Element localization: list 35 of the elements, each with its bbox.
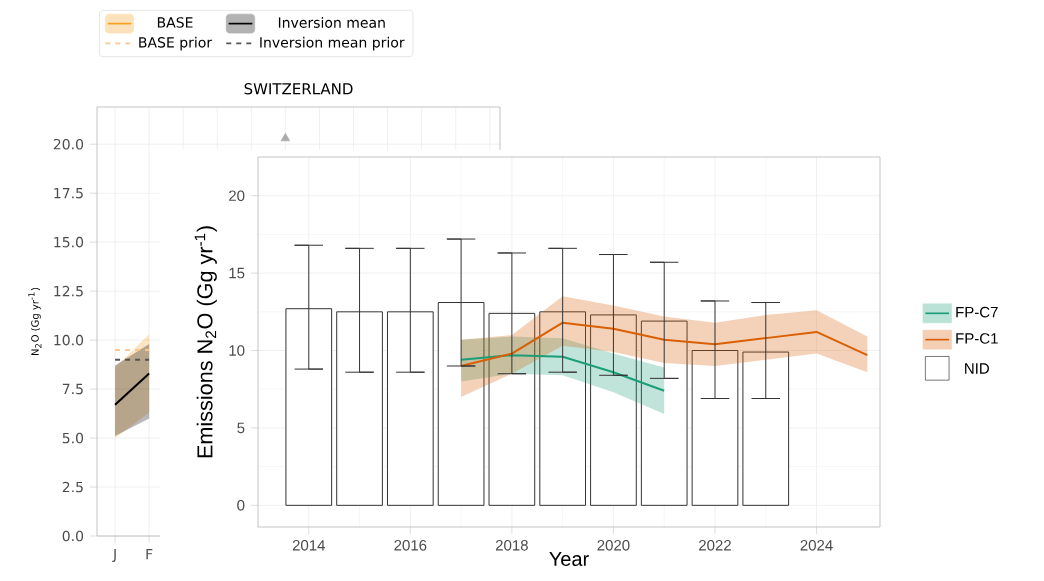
y-tick-label: 5: [237, 422, 245, 434]
x-tick-label: 2018: [495, 539, 528, 551]
x-axis-title: Year: [549, 552, 589, 567]
x-tick-label: 2016: [394, 539, 427, 551]
y-axis-title: Emissions N$_{2}$O (Gg yr$^{-1}$): [194, 226, 217, 458]
y-tick-label: 20.0: [53, 138, 84, 150]
legend-label: BASE: [157, 17, 193, 28]
legend-label: FP-C1: [956, 333, 998, 344]
line-series: [460, 354, 666, 392]
x-tick-label: 2024: [800, 539, 833, 551]
legend-label: BASE prior: [139, 36, 213, 51]
y-tick-label: 5.0: [62, 432, 84, 444]
x-tick-label: J: [112, 548, 116, 563]
y-tick-label: 10.0: [54, 334, 84, 346]
y-tick-label: 0.0: [62, 530, 84, 542]
x-tick-label: F: [146, 548, 153, 560]
line-series: [460, 321, 869, 367]
y-tick-label: 12.5: [54, 285, 83, 297]
y-tick-label: 17.5: [54, 187, 83, 199]
x-tick-label: 2020: [597, 539, 630, 551]
y-tick-label: 7.5: [62, 383, 83, 395]
y-tick-label: 15: [229, 267, 245, 279]
y-tick-label: 20: [229, 190, 245, 202]
x-tick-label: 2022: [699, 539, 731, 551]
legend-label: Inversion mean prior: [260, 36, 405, 51]
y-tick-label: 2.5: [62, 481, 83, 493]
y-axis-title: N$_{2}$O (Gg yr$^{-1}$): [28, 287, 42, 355]
y-tick-label: 10: [229, 345, 245, 356]
legend-label: FP-C7: [956, 306, 998, 318]
y-tick-label: 15.0: [54, 236, 84, 248]
y-tick-label: 0: [237, 500, 245, 511]
legend-label: Inversion mean: [278, 17, 385, 28]
x-tick-label: 2014: [292, 539, 326, 551]
legend-label: NID: [965, 363, 989, 374]
chart-title: SWITZERLAND: [244, 83, 353, 95]
